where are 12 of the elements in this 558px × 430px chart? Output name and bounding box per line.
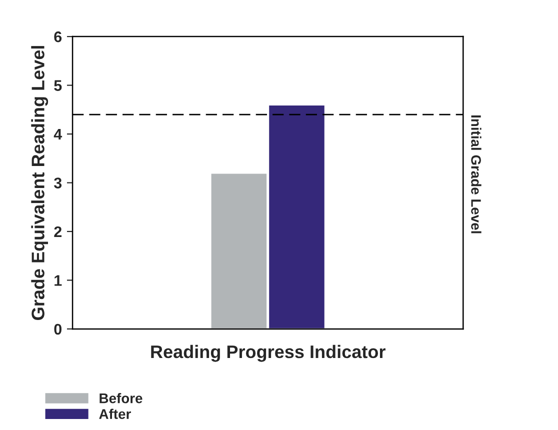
- y-axis-title: Grade Equivalent Reading Level: [31, 46, 48, 320]
- y-tick-label: 4: [54, 129, 62, 140]
- y-tick-label: 6: [54, 31, 62, 42]
- y-tick-label: 3: [54, 178, 62, 188]
- x-axis-title: Reading Progress Indicator: [151, 344, 386, 362]
- ref-line-label: Initial Grade Level: [471, 115, 482, 234]
- legend-label: Before: [100, 393, 142, 404]
- y-tick-label: 2: [54, 226, 62, 238]
- y-tick-label: 0: [54, 324, 62, 335]
- legend-label: After: [99, 408, 131, 419]
- y-tick-label: 5: [54, 80, 62, 91]
- y-tick-label: 1: [54, 275, 62, 286]
